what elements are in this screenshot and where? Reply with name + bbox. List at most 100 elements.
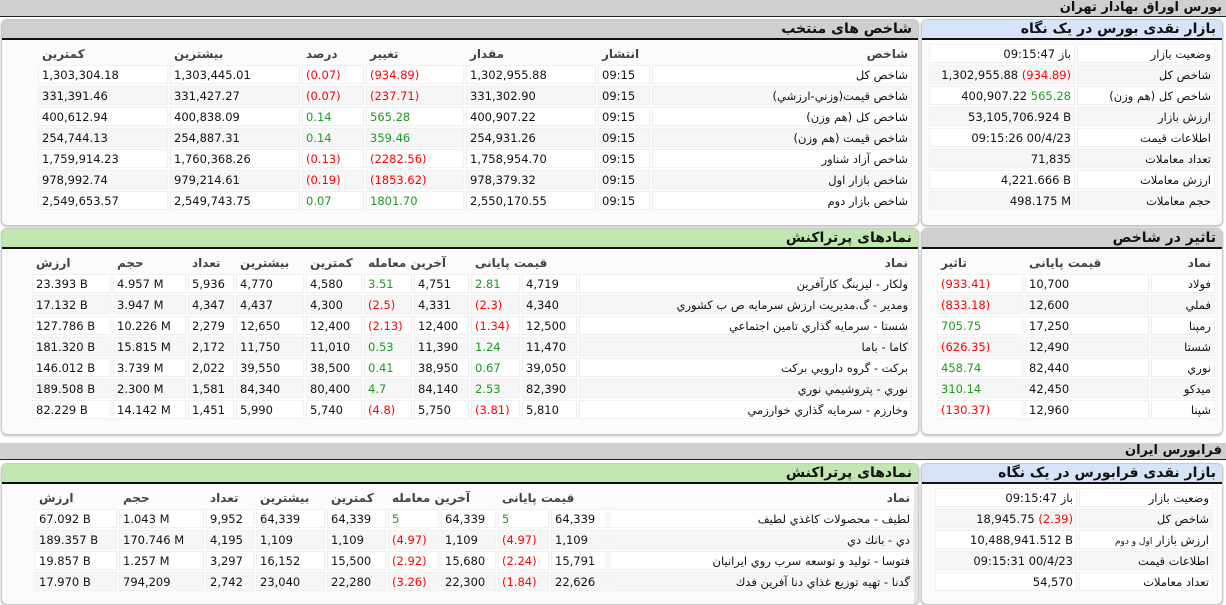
symbol-row[interactable]: ولکار - ليزينگ کارآفرين 4,719 2.81 4,751 3.5… — [31, 273, 913, 294]
snapshot-label: اطلاعات قیمت — [1079, 551, 1213, 570]
table-cell: نوري — [1151, 358, 1215, 377]
impact-row[interactable]: فملي 12,600 (833.18) — [936, 294, 1216, 315]
table-cell: دي - بانك دي — [609, 530, 914, 549]
column-header[interactable]: تعداد — [192, 256, 221, 270]
table-cell: 0.67 — [471, 358, 520, 377]
table-cell: 1,109 — [256, 530, 325, 549]
vertical-scrollbar[interactable] — [914, 486, 918, 604]
column-header[interactable]: حجم — [117, 256, 144, 270]
column-header[interactable]: مقدار — [470, 47, 505, 61]
symbol-row[interactable]: برکت - گروه دارويي برکت 39,050 0.67 38,950 0… — [31, 357, 913, 378]
impact-row[interactable]: فولاد 10,700 (933.41) — [936, 273, 1216, 294]
column-header[interactable]: تعداد — [210, 491, 239, 505]
table-cell: 310.14 — [937, 379, 1023, 398]
snapshot-row: ارزش معاملات 4,221.666 B — [928, 169, 1216, 190]
column-header[interactable]: بیشترین — [260, 491, 310, 505]
table-cell: 705.75 — [937, 316, 1023, 335]
table-cell: 80,400 — [306, 379, 362, 398]
column-header[interactable]: کمترین — [42, 47, 85, 61]
column-header[interactable]: شاخص — [866, 47, 908, 61]
column-header[interactable]: آخرین معامله — [392, 491, 471, 505]
column-header[interactable]: درصد — [306, 47, 338, 61]
tse-section-bar: بورس اوراق بهادار تهران — [0, 0, 1226, 17]
table-cell: شاخص کل — [652, 65, 912, 84]
table-cell: 12,400 — [306, 316, 362, 335]
column-header[interactable]: انتشار — [602, 47, 640, 61]
table-cell: شپنا — [1151, 400, 1215, 419]
table-cell: 189.508 B — [32, 379, 111, 398]
column-header[interactable]: کمترین — [310, 256, 353, 270]
symbol-row[interactable]: نوري - پتروشيمي نوري 82,390 2.53 84,140 4.7 8… — [31, 378, 913, 399]
table-cell: فتوسا - توليد و توسعه سرب روي ايرانيان — [609, 551, 914, 570]
tse-hot-title: نمادهای پرتراکنش — [785, 230, 912, 246]
table-cell: (2282.56) — [366, 149, 464, 168]
table-cell: 23,040 — [256, 572, 325, 591]
index-row[interactable]: شاخص کل (هم وزن) 09:15 400,907.22 565.28 0.1… — [37, 106, 913, 127]
symbol-row[interactable]: گدنا - تهيه توزيع غذاي دنا آفرين فدك 22,6… — [34, 571, 915, 592]
column-header[interactable]: تاثیر — [941, 256, 967, 270]
table-cell: 5 — [498, 509, 549, 528]
ifb-hot-table: نماد قیمت پایانی آخرین معامله کمترین بیشترین… — [34, 487, 915, 592]
symbol-row[interactable]: ومدير - گ.مديريت ارزش سرمايه ص ب کشوري 4,… — [31, 294, 913, 315]
impact-row[interactable]: ميدکو 42,450 310.14 — [936, 378, 1216, 399]
symbol-row[interactable]: کاما - باما 11,470 1.24 11,390 0.53 11,010 11,… — [31, 336, 913, 357]
tse-hot-header: نمادهای پرتراکنش — [2, 229, 918, 249]
ifb-title: فرابورس ایران — [1124, 443, 1222, 458]
snapshot-label: ارزش معاملات — [1077, 170, 1215, 189]
table-cell: 09:15 — [598, 191, 650, 210]
table-cell: 23.393 B — [32, 274, 111, 293]
table-cell: (2.24) — [498, 551, 549, 570]
symbol-row[interactable]: وخارزم - سرمايه گذاري خوارزمي 5,810 (3.81)… — [31, 399, 913, 420]
column-header[interactable]: نماد — [886, 491, 910, 505]
table-cell: شاخص بازار اول — [652, 170, 912, 189]
tse-snapshot-table: وضعیت بازار باز 09:15:47 شاخص کل 1,302,955.… — [928, 43, 1216, 211]
symbol-row[interactable]: لطيف - محصولات کاغذي لطيف 64,339 5 64,339 5 6… — [34, 508, 915, 529]
snapshot-label: شاخص کل — [1077, 65, 1215, 84]
label-text: تعداد معاملات — [1143, 575, 1209, 589]
column-header[interactable]: بیشترین — [240, 256, 290, 270]
table-cell: 5,750 — [414, 400, 469, 419]
column-header[interactable]: تغییر — [370, 47, 399, 61]
snapshot-label: شاخص کل — [1079, 509, 1213, 528]
column-header[interactable]: قیمت پایانی — [502, 491, 575, 505]
impact-row[interactable]: شستا 12,490 (626.35) — [936, 336, 1216, 357]
table-cell: 978,992.74 — [38, 170, 168, 189]
impact-row[interactable]: رمپنا 17,250 705.75 — [936, 315, 1216, 336]
column-header[interactable]: قیمت پایانی — [1029, 256, 1102, 270]
table-cell: فولاد — [1151, 274, 1215, 293]
table-cell: 4.7 — [364, 379, 412, 398]
table-cell: 1.043 M — [119, 509, 204, 528]
label-text: ارزش بازار — [1157, 110, 1211, 124]
column-header[interactable]: آخرین معامله — [368, 256, 447, 270]
table-cell: (2.13) — [364, 316, 412, 335]
snapshot-value: 4,221.666 B — [929, 170, 1075, 189]
column-header[interactable]: حجم — [123, 491, 150, 505]
value-text: 09:15:47 — [1005, 491, 1058, 505]
symbol-row[interactable]: شستا - سرمايه گذاري تامين اجتماعي 12,500(… — [31, 315, 913, 336]
value-text: 09:15:26 00/4/23 — [971, 131, 1071, 145]
index-row[interactable]: شاخص کل 09:15 1,302,955.88 (934.89) (0.07) 1,… — [37, 64, 913, 85]
table-cell: 22,280 — [327, 572, 386, 591]
column-header[interactable]: کمترین — [331, 491, 374, 505]
index-row[interactable]: شاخص بازار اول 09:15 978,379.32 (1853.62) (0… — [37, 169, 913, 190]
impact-row[interactable]: نوري 82,440 458.74 — [936, 357, 1216, 378]
table-cell: 12,490 — [1025, 337, 1149, 356]
column-header[interactable]: نماد — [1187, 256, 1211, 270]
column-header[interactable]: قیمت پایانی — [475, 256, 548, 270]
symbol-row[interactable]: فتوسا - توليد و توسعه سرب روي ايرانيان 15… — [34, 550, 915, 571]
impact-row[interactable]: شپنا 12,960 (130.37) — [936, 399, 1216, 420]
column-header[interactable]: ارزش — [36, 256, 71, 270]
table-cell: (4.97) — [498, 530, 549, 549]
table-cell: 64,339 — [551, 509, 607, 528]
index-row[interactable]: شاخص آزاد شناور 09:15 1,758,954.70 (2282.56… — [37, 148, 913, 169]
table-cell: 09:15 — [598, 65, 650, 84]
symbol-row[interactable]: دي - بانك دي 1,109 (4.97) 1,109 (4.97) 1,109 1… — [34, 529, 915, 550]
table-cell: شاخص آزاد شناور — [652, 149, 912, 168]
index-row[interactable]: شاخص بازار دوم 09:15 2,550,170.55 1801.70 0.… — [37, 190, 913, 211]
column-header[interactable]: نماد — [884, 256, 908, 270]
index-row[interactable]: شاخص قیمت(وزني-ارزشي) 09:15 331,302.90 (237… — [37, 85, 913, 106]
index-row[interactable]: شاخص قیمت (هم وزن) 09:15 254,931.26 359.46 0… — [37, 127, 913, 148]
label-subtext: اول و دوم — [1114, 537, 1153, 547]
column-header[interactable]: ارزش — [39, 491, 74, 505]
column-header[interactable]: بیشترین — [174, 47, 224, 61]
